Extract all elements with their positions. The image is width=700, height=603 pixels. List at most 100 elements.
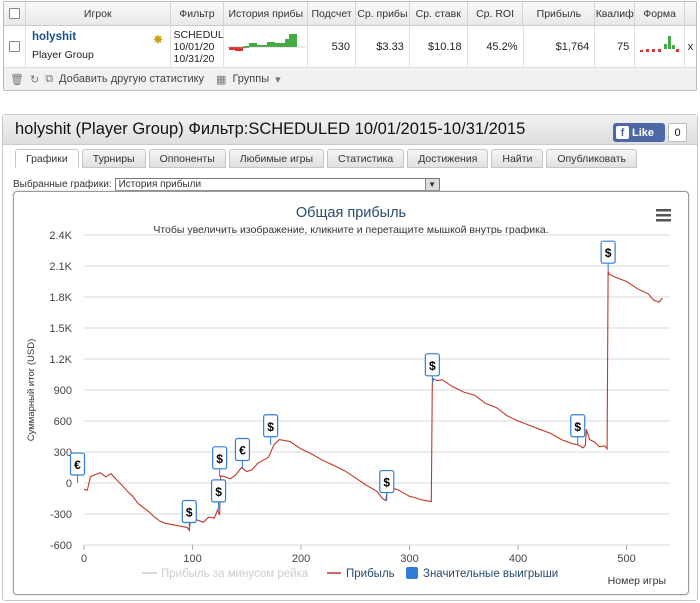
x-tick-label: 500 (617, 553, 635, 565)
filter-line-3: 10/31/20 (173, 52, 215, 65)
tab-opponents[interactable]: Оппоненты (148, 149, 226, 168)
big-win-flag (181, 499, 197, 524)
legend-bigwin-swatch (406, 567, 418, 579)
col-profit[interactable]: Прибыль (523, 2, 596, 25)
big-win-flag (600, 240, 616, 264)
big-win-symbol: $ (605, 246, 612, 260)
col-count[interactable]: Подсчет (308, 2, 356, 25)
tab-publish[interactable]: Опубликовать (546, 149, 638, 168)
big-win-symbol: € (74, 458, 81, 472)
y-tick-label: -300 (50, 509, 72, 521)
add-stat-link[interactable]: Добавить другую статистику (59, 73, 205, 85)
y-tick-label: 2.1K (49, 261, 72, 273)
col-avg-roi[interactable]: Ср. ROI (468, 2, 524, 25)
facebook-like-button[interactable]: f Like (613, 123, 665, 142)
panel-tabs: Графики Турниры Оппоненты Любимые игры С… (15, 149, 638, 168)
big-win-symbol: $ (383, 476, 390, 490)
stats-table: Игрок Фильтр История прибы Подсчет Ср. п… (3, 1, 697, 91)
tab-find[interactable]: Найти (491, 149, 544, 168)
tab-tournaments[interactable]: Турниры (81, 149, 146, 168)
player-panel: holyshit (Player Group) Фильтр:SCHEDULED… (2, 114, 698, 601)
col-avg-profit[interactable]: Ср. прибы (356, 2, 410, 25)
qualif-value: 75 (595, 26, 636, 67)
table-header: Игрок Фильтр История прибы Подсчет Ср. п… (4, 2, 696, 26)
row-checkbox[interactable] (4, 26, 26, 67)
x-tick-label: 300 (400, 553, 418, 565)
profit-chart[interactable]: Общая прибыль Чтобы увеличить изображение… (13, 191, 689, 595)
legend-bigwin-label: Значительные выигрыши (423, 568, 558, 580)
legend-rake-label: Прибыль за минусом рейка (161, 568, 309, 580)
big-win-flag (210, 479, 227, 503)
count-value: 530 (308, 26, 356, 67)
table-row[interactable]: holyshit Player Group ✸ SCHEDUL 10/01/20… (4, 26, 696, 68)
tab-charts[interactable]: Графики (15, 149, 79, 168)
y-tick-label: 1.5K (49, 323, 72, 335)
chart-svg[interactable]: Общая прибыль Чтобы увеличить изображение… (14, 192, 688, 594)
avg-profit-value: $3.33 (356, 26, 410, 67)
x-axis-label: Номер игры (608, 575, 666, 587)
award-icon: ✸ (152, 32, 164, 47)
chevron-down-icon[interactable]: ▼ (424, 179, 439, 190)
legend-profit-label: Прибыль (346, 568, 395, 580)
big-win-symbol: $ (186, 506, 193, 520)
filter-line-1: SCHEDUL (173, 28, 224, 41)
y-axis-label: Суммарный итог (USD) (26, 339, 37, 441)
big-win-flag (212, 446, 228, 470)
col-qualif[interactable]: Квалиф (595, 2, 636, 25)
y-tick-label: 1.2K (49, 354, 72, 366)
trash-icon[interactable]: 🗑 (10, 73, 24, 86)
chart-select-label: Выбранные графики: (13, 179, 112, 190)
remove-row-link[interactable]: x (687, 40, 694, 53)
chart-menu-icon[interactable] (656, 209, 671, 222)
avg-stake-value: $10.18 (410, 26, 468, 67)
filter-line-2: 10/01/20 (173, 40, 215, 53)
y-tick-label: -600 (50, 540, 72, 552)
big-win-symbol: $ (216, 452, 223, 466)
big-win-flag (379, 469, 395, 494)
y-tick-label: 300 (54, 447, 72, 459)
col-form[interactable]: Форма (635, 2, 686, 25)
profit-value: $1,764 (524, 26, 596, 67)
big-win-symbol: $ (267, 420, 274, 434)
col-filter[interactable]: Фильтр (171, 2, 225, 25)
col-avg-stake[interactable]: Ср. ставк (410, 2, 468, 25)
chevron-down-icon[interactable]: ▾ (275, 73, 281, 86)
big-win-flag (69, 452, 86, 476)
avg-roi-value: 45.2% (468, 26, 524, 67)
player-name-link[interactable]: holyshit (31, 31, 77, 43)
big-win-flag (424, 353, 440, 377)
profit-line (83, 271, 663, 533)
y-tick-label: 1.8K (49, 292, 72, 304)
form-sparkline (635, 26, 686, 67)
facebook-icon: f (616, 126, 629, 139)
like-label: Like (632, 126, 655, 139)
big-win-flag (234, 437, 251, 462)
chart-select-value: История прибыли (118, 179, 202, 190)
x-tick-label: 400 (509, 553, 527, 565)
x-tick-label: 100 (183, 553, 201, 565)
table-toolbar: 🗑 ↻ ⧉ Добавить другую статистику ▦ Групп… (4, 68, 696, 90)
y-tick-label: 0 (66, 478, 72, 490)
chart-select[interactable]: История прибыли ▼ (114, 178, 440, 191)
x-tick-label: 0 (81, 553, 87, 565)
refresh-icon[interactable]: ↻ (29, 73, 40, 86)
col-profit-history[interactable]: История прибы (224, 2, 309, 25)
big-win-symbol: € (239, 444, 246, 458)
panel-title: holyshit (Player Group) Фильтр:SCHEDULED… (15, 120, 526, 138)
col-player[interactable]: Игрок (26, 2, 171, 25)
tab-statistics[interactable]: Статистика (327, 149, 405, 168)
groups-icon[interactable]: ▦ (216, 73, 227, 86)
add-stat-icon[interactable]: ⧉ (45, 72, 54, 85)
like-count: 0 (668, 123, 687, 142)
chart-subtitle: Чтобы увеличить изображение, кликните и … (153, 224, 548, 236)
big-win-symbol: $ (429, 359, 436, 373)
select-all-checkbox[interactable] (4, 2, 26, 25)
player-group: Player Group (31, 49, 94, 61)
big-win-symbol: $ (215, 485, 222, 499)
groups-dropdown[interactable]: Группы (232, 73, 270, 85)
tab-favorite-games[interactable]: Любимые игры (228, 149, 325, 168)
big-win-flag (263, 414, 279, 438)
x-tick-label: 200 (292, 553, 310, 565)
tab-achievements[interactable]: Достижения (407, 149, 489, 168)
y-tick-label: 600 (54, 416, 72, 428)
